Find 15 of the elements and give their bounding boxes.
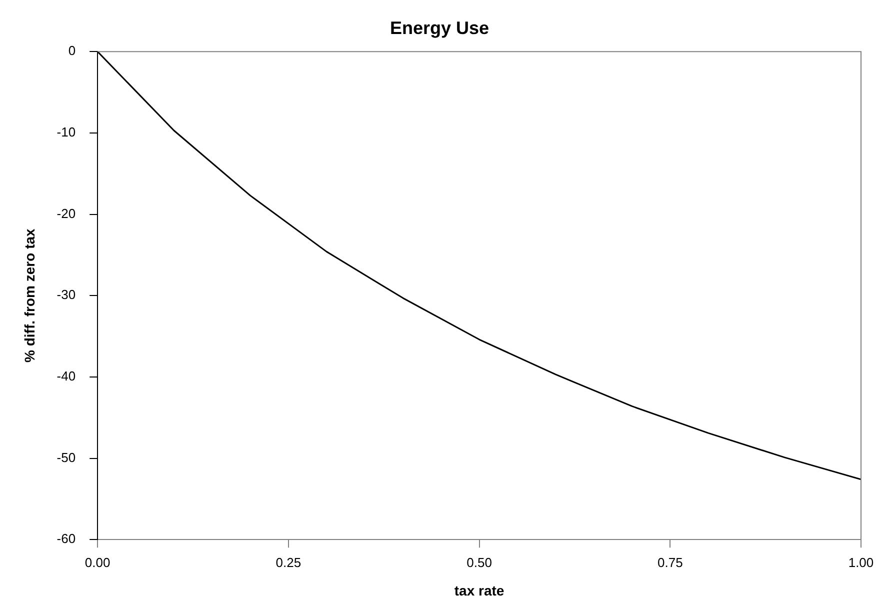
y-tick-label: -30	[56, 287, 76, 302]
chart-title: Energy Use	[390, 18, 490, 38]
x-tick-label: 0.25	[276, 554, 302, 570]
x-tick-label: 0.50	[466, 554, 492, 570]
x-tick-label: 0.00	[84, 554, 110, 570]
x-tick-label: 1.00	[848, 554, 874, 570]
y-tick-label: -60	[56, 531, 76, 546]
y-axis-title: % diff. from zero tax	[21, 228, 38, 362]
y-tick-label: -20	[56, 206, 76, 221]
y-tick-label: -50	[56, 450, 76, 465]
y-tick-label: -10	[56, 124, 76, 140]
x-tick-label: 0.75	[657, 554, 683, 570]
y-tick-label: 0	[68, 43, 76, 58]
y-tick-label: -40	[56, 368, 76, 384]
x-axis-title: tax rate	[454, 582, 504, 598]
